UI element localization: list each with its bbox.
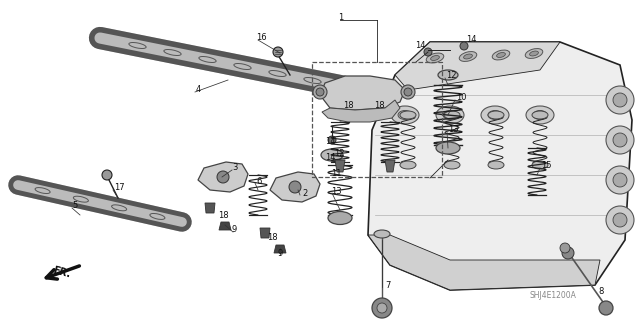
Ellipse shape xyxy=(443,110,457,120)
Ellipse shape xyxy=(400,161,416,169)
Text: 12: 12 xyxy=(334,149,344,158)
Circle shape xyxy=(560,243,570,253)
Text: 10: 10 xyxy=(456,93,467,102)
Circle shape xyxy=(613,213,627,227)
Polygon shape xyxy=(205,203,215,213)
Text: 14: 14 xyxy=(325,137,335,145)
Text: 3: 3 xyxy=(232,164,237,173)
Circle shape xyxy=(372,298,392,318)
Polygon shape xyxy=(219,222,231,230)
Circle shape xyxy=(316,88,324,96)
Ellipse shape xyxy=(398,110,412,120)
Polygon shape xyxy=(335,160,345,172)
Ellipse shape xyxy=(374,230,390,238)
Circle shape xyxy=(313,85,327,99)
Text: FR.: FR. xyxy=(52,265,72,279)
Ellipse shape xyxy=(431,56,440,61)
Circle shape xyxy=(606,166,634,194)
Polygon shape xyxy=(320,76,405,110)
Text: 5: 5 xyxy=(72,202,77,211)
Ellipse shape xyxy=(444,161,460,169)
Polygon shape xyxy=(368,42,632,290)
Ellipse shape xyxy=(497,53,506,57)
Ellipse shape xyxy=(481,106,509,124)
Circle shape xyxy=(606,126,634,154)
Ellipse shape xyxy=(400,111,416,119)
Ellipse shape xyxy=(426,53,444,63)
Ellipse shape xyxy=(463,54,472,59)
Circle shape xyxy=(606,206,634,234)
Ellipse shape xyxy=(530,51,538,56)
Ellipse shape xyxy=(436,106,464,124)
Ellipse shape xyxy=(532,161,548,169)
Text: 9: 9 xyxy=(278,249,284,257)
Ellipse shape xyxy=(438,70,458,80)
Ellipse shape xyxy=(492,50,510,60)
Circle shape xyxy=(599,301,613,315)
Text: 18: 18 xyxy=(374,101,385,110)
Polygon shape xyxy=(385,160,395,172)
Text: 14: 14 xyxy=(325,153,335,162)
Text: 14: 14 xyxy=(415,41,426,50)
Text: 8: 8 xyxy=(598,287,604,296)
Circle shape xyxy=(613,93,627,107)
Polygon shape xyxy=(270,172,320,202)
Polygon shape xyxy=(322,100,400,122)
Text: 13: 13 xyxy=(448,125,459,135)
Polygon shape xyxy=(274,245,286,253)
Circle shape xyxy=(613,133,627,147)
Circle shape xyxy=(460,42,468,50)
Circle shape xyxy=(289,181,301,193)
Ellipse shape xyxy=(391,106,419,124)
Circle shape xyxy=(562,247,574,259)
Circle shape xyxy=(217,171,229,183)
Polygon shape xyxy=(368,235,600,290)
Ellipse shape xyxy=(488,161,504,169)
Circle shape xyxy=(606,86,634,114)
Ellipse shape xyxy=(444,111,460,119)
Polygon shape xyxy=(260,228,270,238)
Text: 1: 1 xyxy=(338,12,343,21)
Ellipse shape xyxy=(488,111,504,119)
Text: 13: 13 xyxy=(331,187,342,196)
Text: 17: 17 xyxy=(114,183,125,192)
Text: SHJ4E1200A: SHJ4E1200A xyxy=(530,291,577,300)
Ellipse shape xyxy=(328,211,352,225)
Circle shape xyxy=(404,88,412,96)
Circle shape xyxy=(273,47,283,57)
Text: 6: 6 xyxy=(256,176,261,186)
Ellipse shape xyxy=(532,111,548,119)
Ellipse shape xyxy=(488,110,502,120)
Ellipse shape xyxy=(321,149,343,161)
Polygon shape xyxy=(395,42,560,90)
Text: 4: 4 xyxy=(196,85,201,94)
Text: 16: 16 xyxy=(256,33,267,42)
Circle shape xyxy=(377,303,387,313)
Circle shape xyxy=(102,170,112,180)
Circle shape xyxy=(328,136,336,144)
Text: 18: 18 xyxy=(218,211,228,220)
Text: 9: 9 xyxy=(232,226,237,234)
Circle shape xyxy=(401,85,415,99)
Ellipse shape xyxy=(526,106,554,124)
Text: 14: 14 xyxy=(466,35,477,44)
Text: 18: 18 xyxy=(267,234,278,242)
Text: 11: 11 xyxy=(331,168,342,177)
Text: 7: 7 xyxy=(385,280,390,290)
Text: 15: 15 xyxy=(541,161,552,170)
Circle shape xyxy=(424,48,432,56)
Text: 12: 12 xyxy=(446,71,456,80)
Circle shape xyxy=(613,173,627,187)
Ellipse shape xyxy=(525,48,543,58)
Polygon shape xyxy=(198,162,248,192)
Text: 18: 18 xyxy=(343,101,354,110)
Ellipse shape xyxy=(533,110,547,120)
Ellipse shape xyxy=(460,52,477,62)
Text: 2: 2 xyxy=(302,189,307,197)
Ellipse shape xyxy=(436,142,460,154)
